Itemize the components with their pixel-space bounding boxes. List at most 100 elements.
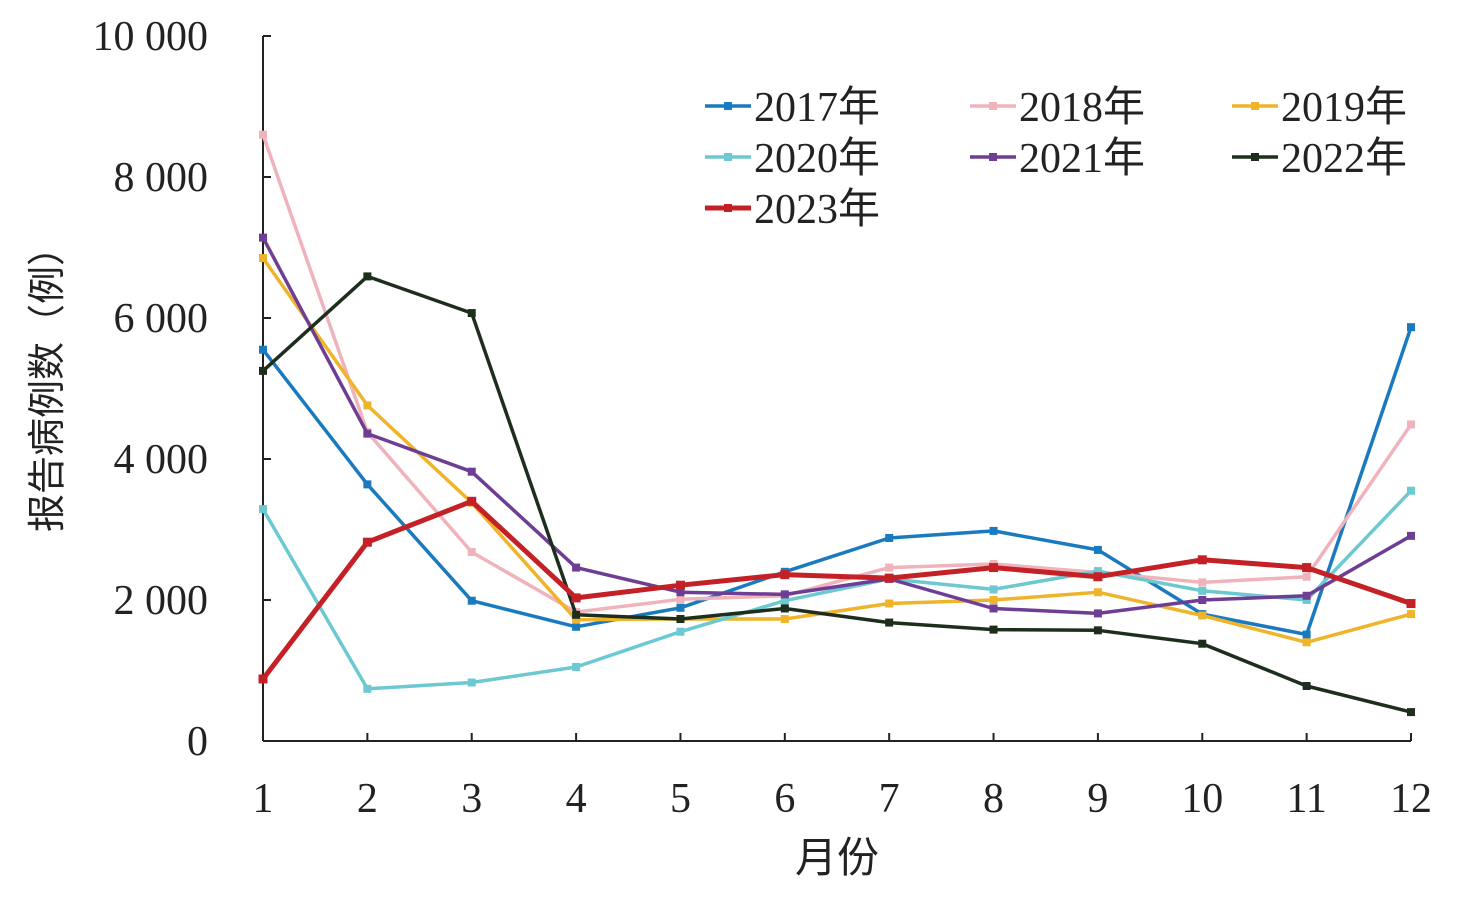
data-point xyxy=(1198,596,1207,604)
data-point xyxy=(989,563,999,573)
data-point xyxy=(989,604,998,613)
data-point xyxy=(1197,555,1207,565)
data-point xyxy=(1302,630,1311,639)
data-point xyxy=(363,684,372,693)
y-tick-label: 8 000 xyxy=(114,155,209,201)
series-2019年 xyxy=(259,254,1415,647)
data-point xyxy=(467,596,476,605)
legend-swatch-marker xyxy=(724,204,732,212)
data-point xyxy=(1302,591,1311,600)
data-point xyxy=(572,563,581,572)
legend-label: 2018年 xyxy=(1019,84,1145,131)
data-point xyxy=(780,604,789,613)
legend-label: 2022年 xyxy=(1281,135,1407,182)
data-point xyxy=(362,537,372,547)
data-point xyxy=(780,590,789,599)
data-point xyxy=(1093,545,1102,554)
data-point xyxy=(571,593,581,603)
data-point xyxy=(363,272,372,281)
x-tick-label: 3 xyxy=(461,776,482,822)
data-point xyxy=(885,618,894,627)
legend-label: 2020年 xyxy=(754,135,880,182)
data-point xyxy=(259,505,267,514)
data-point xyxy=(467,496,477,506)
data-point xyxy=(885,533,894,542)
data-point xyxy=(1093,626,1102,635)
data-point xyxy=(1198,611,1207,620)
legend-label: 2017年 xyxy=(754,84,880,131)
x-tick-label: 5 xyxy=(670,776,691,822)
data-point xyxy=(1302,572,1311,581)
data-point xyxy=(885,599,894,608)
series-line xyxy=(261,326,1413,637)
data-point xyxy=(259,233,267,242)
legend-label: 2019年 xyxy=(1281,84,1407,131)
data-point xyxy=(467,467,476,476)
legend-item: 2023年 xyxy=(705,186,880,233)
y-tick-label: 4 000 xyxy=(114,437,209,483)
legend-item: 2018年 xyxy=(970,84,1145,131)
data-point xyxy=(363,429,372,438)
data-point xyxy=(572,662,581,671)
data-point xyxy=(363,480,372,489)
data-point xyxy=(1407,531,1415,540)
data-point xyxy=(1407,708,1415,717)
series-2021年 xyxy=(259,233,1415,618)
x-tick-label: 2 xyxy=(357,776,378,822)
x-tick-label: 11 xyxy=(1286,776,1326,822)
series-2022年 xyxy=(259,272,1415,717)
data-point xyxy=(676,588,685,597)
y-tick-label: 2 000 xyxy=(114,578,209,624)
y-ticks: 0 2 000 4 000 6 000 8 000 10 000 xyxy=(93,14,271,765)
data-point xyxy=(259,366,267,375)
legend: 2017年 2018年 2019年 2020年 2021年 2022年 2023年 xyxy=(705,84,1407,233)
series-line xyxy=(261,236,1412,616)
data-point xyxy=(1093,572,1103,582)
x-ticks: 1 2 3 4 5 6 7 8 9 10 11 12 xyxy=(253,733,1432,822)
y-tick-label: 6 000 xyxy=(114,296,209,342)
data-point xyxy=(675,580,685,590)
legend-swatch-marker xyxy=(989,102,997,110)
data-point xyxy=(572,615,581,624)
x-tick-label: 7 xyxy=(879,776,900,822)
legend-swatch-marker xyxy=(724,102,732,110)
data-point xyxy=(572,610,581,619)
data-point xyxy=(989,625,998,634)
data-point xyxy=(989,585,998,594)
data-point xyxy=(1093,567,1102,576)
data-point xyxy=(1407,420,1415,429)
legend-item: 2022年 xyxy=(1232,135,1407,182)
data-point xyxy=(1302,638,1311,647)
data-point xyxy=(1093,609,1102,618)
series-layer xyxy=(258,130,1416,717)
data-point xyxy=(780,570,790,580)
data-point xyxy=(885,563,894,572)
legend-label: 2021年 xyxy=(1019,135,1145,182)
x-tick-label: 12 xyxy=(1390,776,1432,822)
data-point xyxy=(676,627,685,636)
x-tick-label: 10 xyxy=(1181,776,1223,822)
legend-swatch-marker xyxy=(724,153,732,161)
data-point xyxy=(467,678,476,687)
legend-swatch-marker xyxy=(989,153,997,161)
data-point xyxy=(1198,578,1207,587)
data-point xyxy=(676,603,685,612)
data-point xyxy=(676,615,685,624)
legend-swatch-marker xyxy=(1251,102,1259,110)
data-point xyxy=(989,596,998,604)
data-point xyxy=(1407,486,1415,495)
legend-item: 2017年 xyxy=(705,84,880,131)
data-point xyxy=(1198,639,1207,648)
legend-item: 2020年 xyxy=(705,135,880,182)
y-tick-label: 0 xyxy=(187,719,208,765)
data-point xyxy=(780,596,789,605)
axes xyxy=(262,36,1411,742)
data-point xyxy=(1407,323,1415,332)
y-tick-label: 10 000 xyxy=(93,14,209,60)
data-point xyxy=(363,401,372,410)
data-point xyxy=(1093,588,1102,597)
legend-item: 2019年 xyxy=(1232,84,1407,131)
x-tick-label: 4 xyxy=(566,776,587,822)
data-point xyxy=(1198,586,1207,595)
